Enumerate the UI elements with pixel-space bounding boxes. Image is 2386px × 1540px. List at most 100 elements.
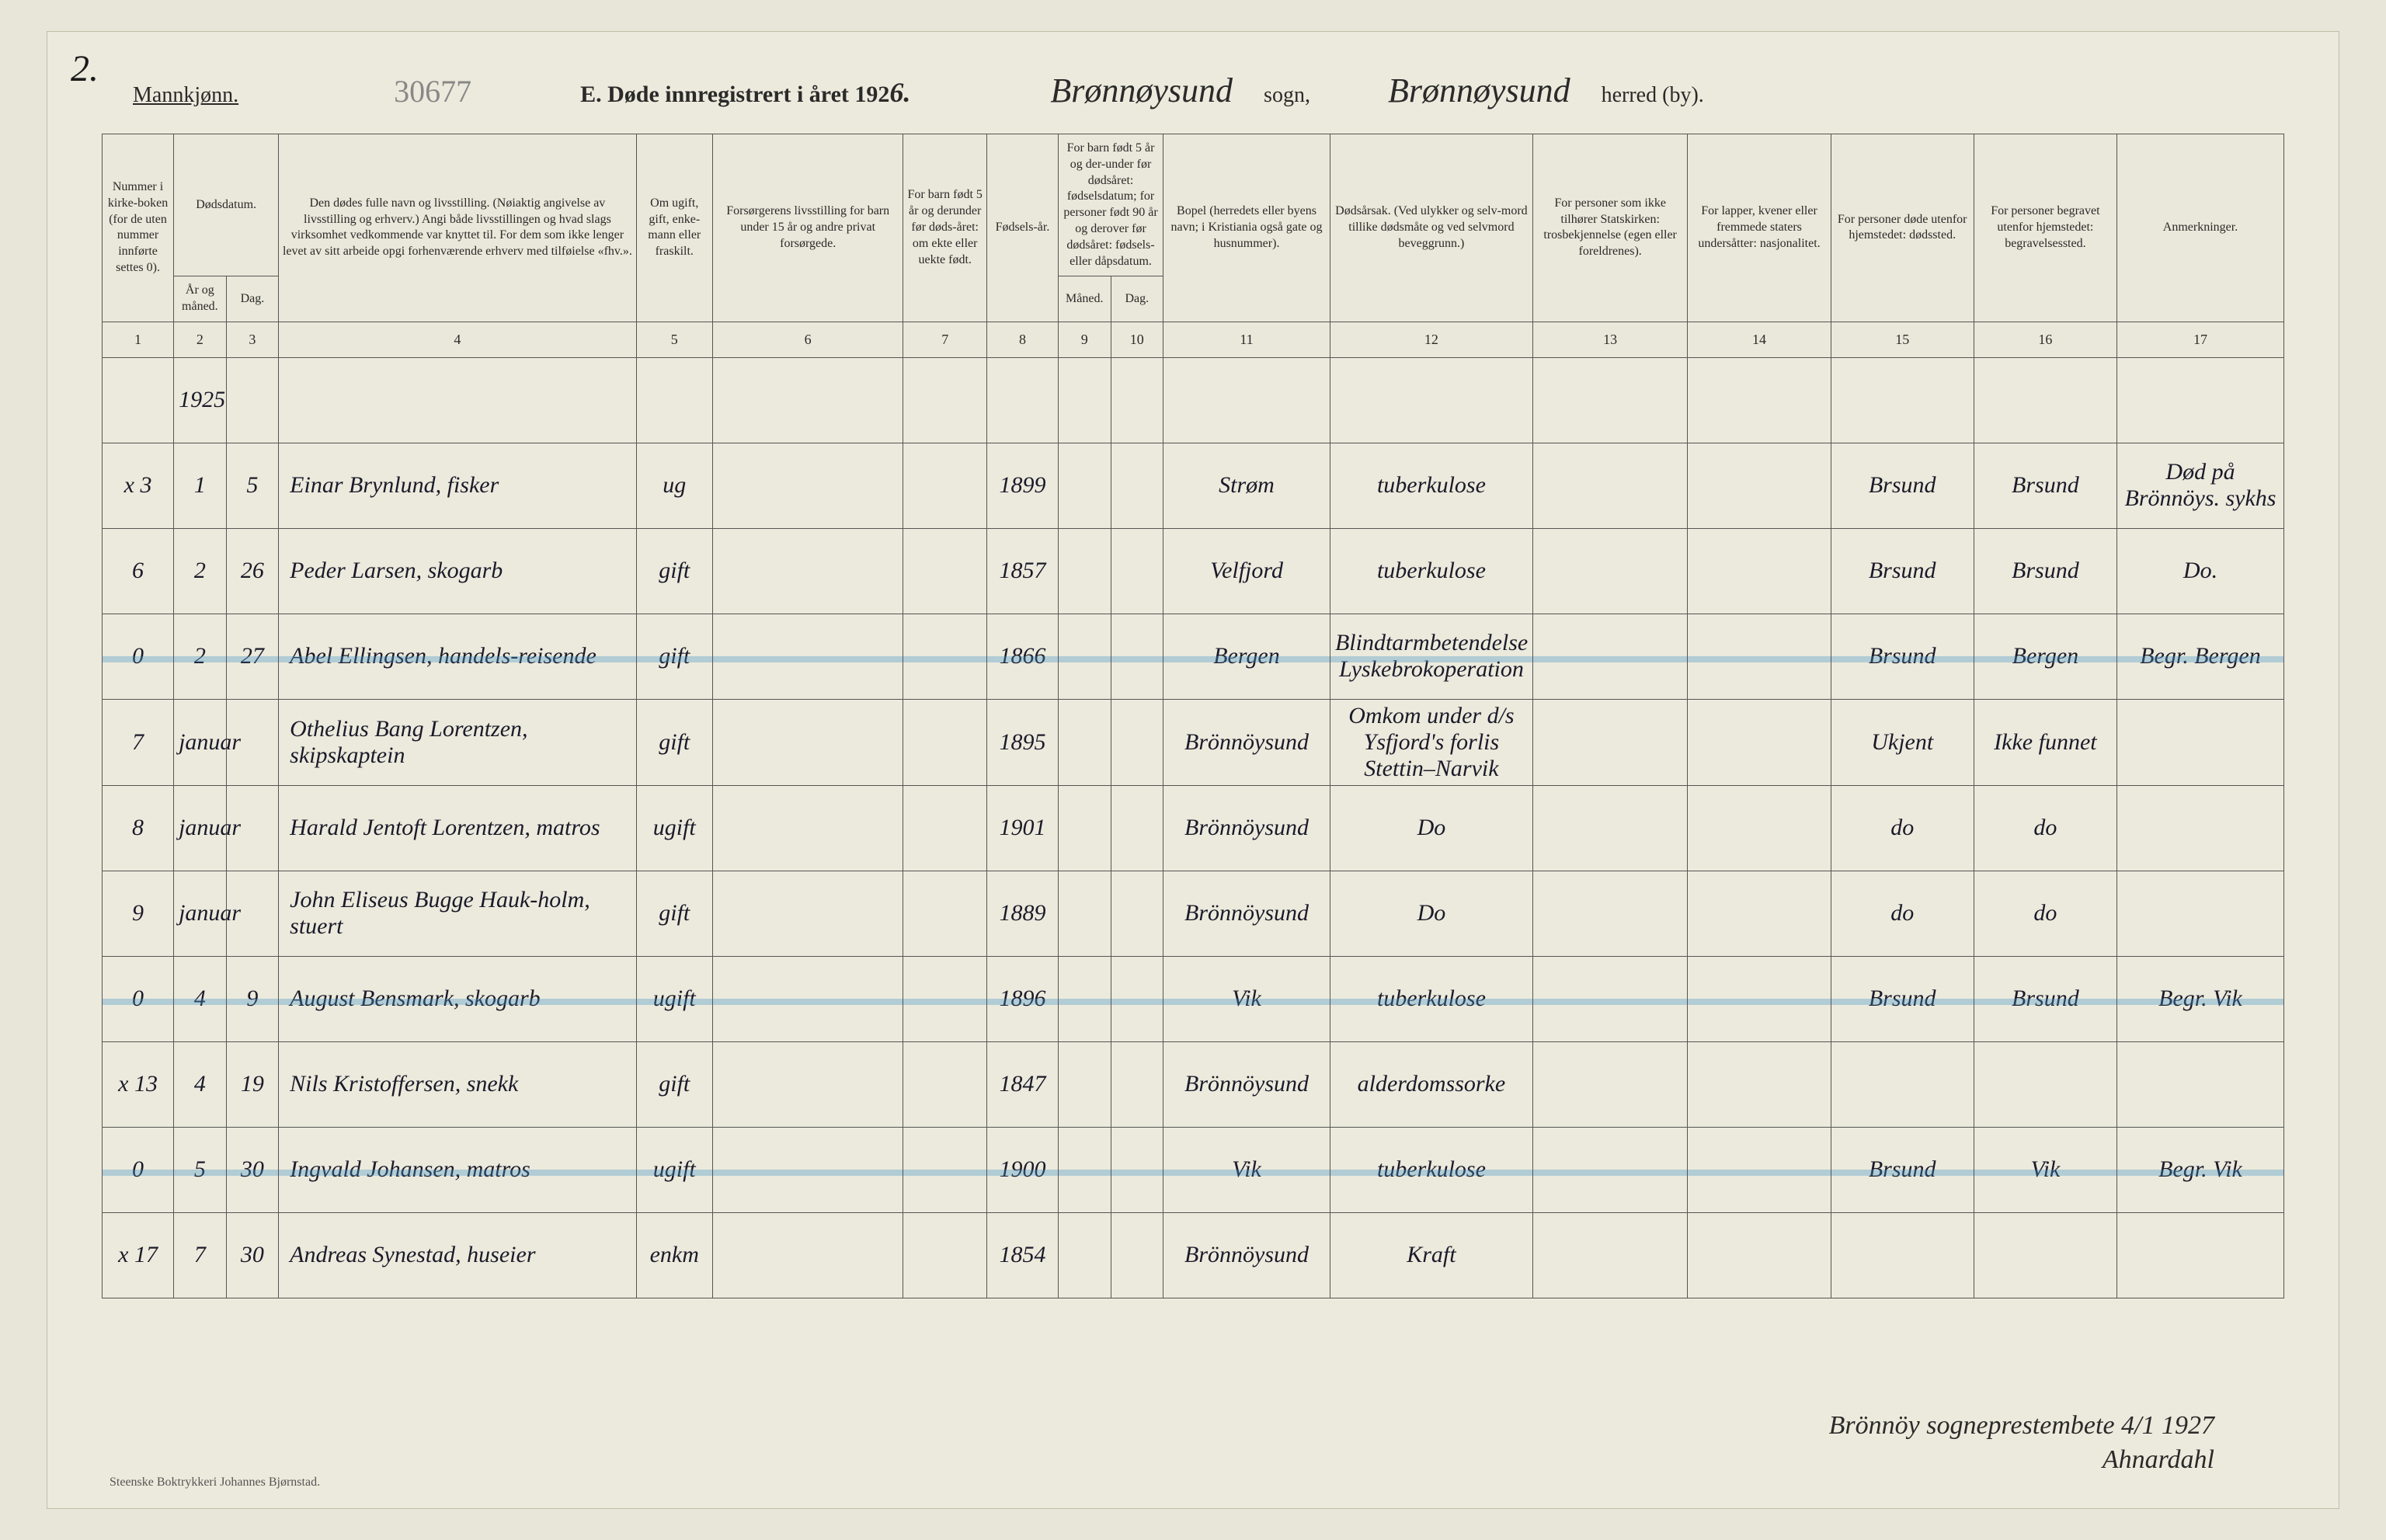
cell-bopel: Brönnöysund bbox=[1163, 699, 1330, 785]
cell-death: do bbox=[1831, 785, 1974, 871]
cell-ar: 1 bbox=[174, 443, 227, 528]
cell-provider bbox=[712, 785, 903, 871]
cell-ekte bbox=[903, 871, 986, 956]
cell-birth: 1854 bbox=[986, 1212, 1058, 1298]
cell-bopel: Vik bbox=[1163, 956, 1330, 1041]
page-number: 2. bbox=[71, 47, 99, 90]
form-title-text: E. Døde innregistrert i året 192 bbox=[580, 82, 889, 107]
colnum: 10 bbox=[1111, 322, 1163, 357]
cell-burial bbox=[1974, 1041, 2116, 1127]
cell-ar: januar bbox=[174, 699, 227, 785]
colnum: 11 bbox=[1163, 322, 1330, 357]
cell-name: Andreas Synestad, huseier bbox=[279, 1212, 637, 1298]
cell-name: Peder Larsen, skogarb bbox=[279, 528, 637, 614]
cell-death: Brsund bbox=[1831, 956, 1974, 1041]
cell-name: Abel Ellingsen, handels-reisende bbox=[279, 614, 637, 699]
col-subheader-birthday: Dag. bbox=[1111, 276, 1163, 322]
cell-rel bbox=[1532, 1212, 1688, 1298]
cell-notes: Død på Brönnöys. sykhs bbox=[2116, 443, 2283, 528]
cell-birth: 1899 bbox=[986, 443, 1058, 528]
cell-num: 9 bbox=[103, 871, 174, 956]
cell-dag: 30 bbox=[226, 1127, 279, 1212]
cell-birth: 1889 bbox=[986, 871, 1058, 956]
cell-nat bbox=[1688, 785, 1831, 871]
cell-cause: tuberkulose bbox=[1330, 528, 1532, 614]
cell-status: gift bbox=[636, 614, 712, 699]
cell-status: gift bbox=[636, 528, 712, 614]
cell-dag: 19 bbox=[226, 1041, 279, 1127]
cell-burial: Brsund bbox=[1974, 956, 2116, 1041]
cell-bm bbox=[1059, 1041, 1111, 1127]
table-head: Nummer i kirke-boken (for de uten nummer… bbox=[103, 134, 2284, 358]
cell-nat bbox=[1688, 956, 1831, 1041]
cell-cause: tuberkulose bbox=[1330, 956, 1532, 1041]
table-row: 7januar Othelius Bang Lorentzen, skipskap… bbox=[103, 699, 2284, 785]
cell-name: Nils Kristoffersen, snekk bbox=[279, 1041, 637, 1127]
cell-name: Othelius Bang Lorentzen, skipskaptein bbox=[279, 699, 637, 785]
col-header-cause: Dødsårsak. (Ved ulykker og selv-mord til… bbox=[1330, 134, 1532, 322]
cell-bopel: Velfjord bbox=[1163, 528, 1330, 614]
year-label: 1925 bbox=[174, 357, 227, 443]
col-header-deathplace: For personer døde utenfor hjemstedet: dø… bbox=[1831, 134, 1974, 322]
cell-bopel: Strøm bbox=[1163, 443, 1330, 528]
cell-provider bbox=[712, 443, 903, 528]
cell-ar: 5 bbox=[174, 1127, 227, 1212]
by-label: herred (by). bbox=[1602, 83, 1704, 108]
cell-name: Einar Brynlund, fisker bbox=[279, 443, 637, 528]
cell-cause: Blindtarmbetendelse Lyskebrokoperation bbox=[1330, 614, 1532, 699]
cell-burial: do bbox=[1974, 785, 2116, 871]
cell-cause: tuberkulose bbox=[1330, 1127, 1532, 1212]
cell-ekte bbox=[903, 528, 986, 614]
col-header-num: Nummer i kirke-boken (for de uten nummer… bbox=[103, 134, 174, 322]
cell-ar: januar bbox=[174, 785, 227, 871]
table-row: x 13419Nils Kristoffersen, snekkgift1847… bbox=[103, 1041, 2284, 1127]
cell-nat bbox=[1688, 528, 1831, 614]
cell-num: x 3 bbox=[103, 443, 174, 528]
cell-ekte bbox=[903, 785, 986, 871]
signature-line1: Brönnöy sogneprestembete 4/1 1927 bbox=[1829, 1409, 2214, 1443]
cell-notes: Begr. Vik bbox=[2116, 1127, 2283, 1212]
cell-rel bbox=[1532, 871, 1688, 956]
archive-number: 30677 bbox=[394, 73, 471, 110]
cell-num: 6 bbox=[103, 528, 174, 614]
cell-nat bbox=[1688, 699, 1831, 785]
cell-cause: Do bbox=[1330, 785, 1532, 871]
cell-ar: januar bbox=[174, 871, 227, 956]
cell-name: Harald Jentoft Lorentzen, matros bbox=[279, 785, 637, 871]
cell-death: Brsund bbox=[1831, 528, 1974, 614]
cell-ekte bbox=[903, 956, 986, 1041]
cell-rel bbox=[1532, 528, 1688, 614]
col-header-bopel: Bopel (herredets eller byens navn; i Kri… bbox=[1163, 134, 1330, 322]
col-header-nationality: For lapper, kvener eller fremmede stater… bbox=[1688, 134, 1831, 322]
cell-nat bbox=[1688, 871, 1831, 956]
cell-bopel: Vik bbox=[1163, 1127, 1330, 1212]
colnum: 5 bbox=[636, 322, 712, 357]
cell-bd bbox=[1111, 1212, 1163, 1298]
gender-label: Mannkjønn. bbox=[133, 83, 238, 108]
cell-name: August Bensmark, skogarb bbox=[279, 956, 637, 1041]
cell-burial: Bergen bbox=[1974, 614, 2116, 699]
cell-num: x 17 bbox=[103, 1212, 174, 1298]
table-row: x 315Einar Brynlund, fiskerug1899Strømtu… bbox=[103, 443, 2284, 528]
cell-rel bbox=[1532, 699, 1688, 785]
cell-num: 7 bbox=[103, 699, 174, 785]
cell-notes bbox=[2116, 871, 2283, 956]
cell-name: John Eliseus Bugge Hauk-holm, stuert bbox=[279, 871, 637, 956]
cell-nat bbox=[1688, 1127, 1831, 1212]
cell-bd bbox=[1111, 614, 1163, 699]
cell-num: x 13 bbox=[103, 1041, 174, 1127]
cell-dag: 9 bbox=[226, 956, 279, 1041]
cell-burial: Brsund bbox=[1974, 443, 2116, 528]
colnum: 6 bbox=[712, 322, 903, 357]
signature-line2: Ahnardahl bbox=[1829, 1443, 2214, 1477]
table-row: 0227Abel Ellingsen, handels-reisendegift… bbox=[103, 614, 2284, 699]
cell-cause: Kraft bbox=[1330, 1212, 1532, 1298]
cell-ar: 2 bbox=[174, 614, 227, 699]
cell-notes bbox=[2116, 1041, 2283, 1127]
cell-provider bbox=[712, 956, 903, 1041]
table-body: 1925 x 315Einar Brynlund, fiskerug1899St… bbox=[103, 357, 2284, 1298]
form-title: E. Døde innregistrert i året 1926. bbox=[580, 76, 910, 109]
cell-dag: 30 bbox=[226, 1212, 279, 1298]
table-row: 0530Ingvald Johansen, matrosugift1900Vik… bbox=[103, 1127, 2284, 1212]
colnum: 13 bbox=[1532, 322, 1688, 357]
